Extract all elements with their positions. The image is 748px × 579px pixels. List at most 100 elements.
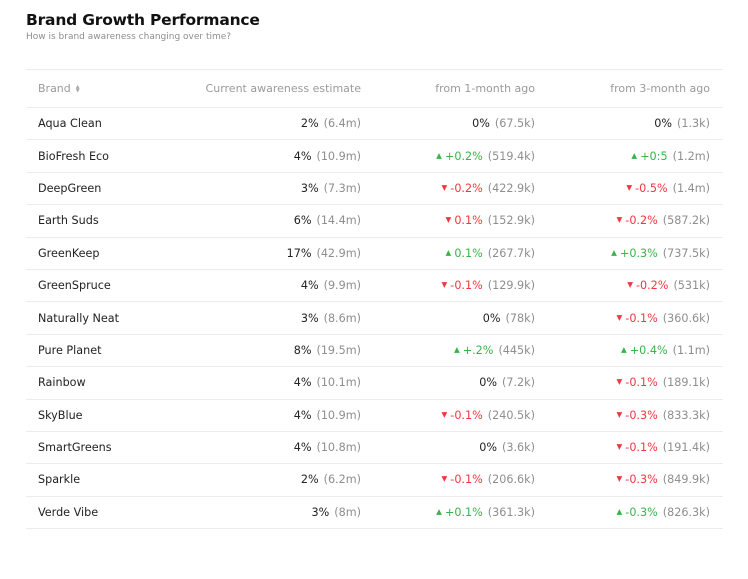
change-absolute: (833.3k) [662,408,710,422]
triangle-up-icon: ▲ [616,506,623,516]
triangle-down-icon: ▼ [441,409,448,419]
table-row[interactable]: GreenKeep 17% (42.9m) ▲ 0.1% (267.7k) ▲ +0.3% (7… [26,238,723,270]
brand-growth-table: Brand ▲ ▼ Current awareness estimate from… [26,69,723,530]
brand-name: Verde Vibe [38,505,99,519]
change-value: -0.1% [625,376,658,390]
change-value: -0.3% [625,408,658,422]
change-3-month: 0% (1.3k) [654,108,710,139]
change-value: -0.5% [635,181,668,195]
current-awareness: 17% (42.9m) [287,238,361,269]
awareness-absolute: (14.4m) [316,214,361,228]
change-absolute: (67.5k) [494,117,535,131]
current-awareness: 2% (6.4m) [301,108,361,139]
table-header-row: Brand ▲ ▼ Current awareness estimate from… [26,70,723,108]
change-absolute: (737.5k) [662,246,710,260]
change-value: -0.3% [625,473,658,487]
change-absolute: (531k) [673,279,710,293]
table-row[interactable]: SkyBlue 4% (10.9m) ▼ -0.1% (240.5k) ▼ -0.3% (833… [26,400,723,432]
brand-name: DeepGreen [38,181,102,195]
awareness-percent: 6% [293,214,312,228]
brand-name: Aqua Clean [38,117,102,131]
change-absolute: (3.6k) [502,441,535,455]
change-value: 0% [654,117,672,131]
current-awareness: 2% (6.2m) [301,464,361,495]
table-row[interactable]: Pure Planet 8% (19.5m) ▲ +.2% (445k) ▲ +0.4% (1.… [26,335,723,368]
change-value: -0.2% [625,214,658,228]
change-1-month: 0% (3.6k) [479,432,535,463]
awareness-absolute: (10.1m) [316,376,361,390]
change-3-month: ▲ +0.4% (1.1m) [621,335,710,366]
change-absolute: (129.9k) [487,279,535,293]
change-value: -0.1% [450,473,483,487]
change-value: 0% [482,311,501,325]
change-value: -0.1% [625,311,658,325]
change-value: +0.4% [629,343,668,357]
table-row[interactable]: GreenSpruce 4% (9.9m) ▼ -0.1% (129.9k) ▼ -0.2%(… [26,270,723,303]
column-header-1-month: from 1-month ago [435,82,535,95]
brand-name: SmartGreens [38,441,112,455]
awareness-absolute: (6.2m) [323,473,361,487]
table-row[interactable]: SmartGreens 4% (10.8m) 0% (3.6k) ▼ -0.1% (191.4… [26,432,723,465]
current-awareness: 4% (10.9m) [294,140,361,171]
change-value: -0.1% [625,441,658,455]
change-3-month: ▼ -0.1% (191.4k) [617,432,711,463]
change-1-month: 0% (78k) [483,302,535,333]
column-header-brand-label: Brand [38,82,71,95]
table-row[interactable]: Rainbow 4% (10.1m) 0% (7.2k) ▼ -0.1% (189.1k) [26,367,723,400]
change-value: +0.3% [619,246,658,260]
brand-name: Earth Suds [38,214,99,228]
current-awareness: 4% (10.9m) [294,400,361,431]
change-3-month: ▲ +0:5 (1.2m) [631,140,710,171]
change-absolute: (267.7k) [487,246,535,260]
change-absolute: (78k) [505,311,535,325]
change-value: -0.1% [450,408,483,422]
triangle-down-icon: ▼ [616,377,623,387]
triangle-down-icon: ▼ [441,182,448,192]
current-awareness: 8% (19.5m) [294,335,361,366]
current-awareness: 4% (10.1m) [294,367,361,398]
change-value: 0.1% [454,214,483,228]
change-absolute: (1.1m) [672,343,710,357]
change-value: +0.1% [444,505,483,519]
awareness-absolute: (8m) [334,505,361,519]
triangle-up-icon: ▲ [436,150,442,160]
awareness-percent: 8% [293,343,312,357]
current-awareness: 3% (8.6m) [301,302,361,333]
awareness-absolute: (8.6m) [323,311,361,325]
change-absolute: (206.6k) [487,473,535,487]
change-value: 0% [479,441,497,455]
awareness-percent: 4% [293,149,312,163]
change-3-month: ▼ -0.1% (189.1k) [617,367,711,398]
change-value: 0.1% [454,246,483,260]
table-row[interactable]: Aqua Clean 2% (6.4m) 0% (67.5k) 0% (1.3k) [26,108,723,141]
brand-name: Rainbow [38,376,86,390]
awareness-absolute: (9.9m) [323,279,361,293]
current-awareness: 4% (9.9m) [301,270,361,301]
table-row[interactable]: BioFresh Eco 4% (10.9m) ▲ +0.2% (519.4k) ▲ +0:5… [26,140,723,173]
awareness-absolute: (6.4m) [323,117,361,131]
table-row[interactable]: Verde Vibe 3% (8m) ▲ +0.1% (361.3k) ▲ -0.3% (826… [26,497,723,530]
change-value: +0:5 [640,149,668,163]
change-1-month: 0% (7.2k) [479,367,535,398]
table-row[interactable]: Naturally Neat 3% (8.6m) 0% (78k) ▼ -0.1% (360.… [26,302,723,335]
awareness-percent: 3% [300,311,319,325]
triangle-up-icon: ▲ [621,344,627,354]
change-value: +.2% [462,343,494,357]
change-value: -0.3% [625,505,658,519]
change-absolute: (826.3k) [662,505,710,519]
change-value: -0.2% [450,181,483,195]
brand-name: Sparkle [38,473,81,487]
triangle-down-icon: ▼ [616,215,623,225]
column-header-brand[interactable]: Brand ▲ ▼ [38,70,80,107]
triangle-up-icon: ▲ [436,506,442,516]
change-3-month: ▼ -0.3% (833.3k) [617,400,711,431]
page-title: Brand Growth Performance [26,11,260,29]
triangle-up-icon: ▲ [445,247,452,257]
triangle-down-icon: ▼ [445,215,452,225]
sort-icon[interactable]: ▲ ▼ [75,83,80,94]
table-row[interactable]: DeepGreen 3% (7.3m) ▼ -0.2% (422.9k) ▼ -0.5% (1.… [26,173,723,206]
change-1-month: ▲ 0.1% (267.7k) [446,238,535,269]
table-row[interactable]: Earth Suds 6% (14.4m) ▼ 0.1% (152.9k) ▼ -0.2% (5… [26,205,723,238]
change-absolute: (445k) [498,343,535,357]
table-row[interactable]: Sparkle 2% (6.2m) ▼ -0.1% (206.6k) ▼ -0.3% (849.… [26,464,723,497]
